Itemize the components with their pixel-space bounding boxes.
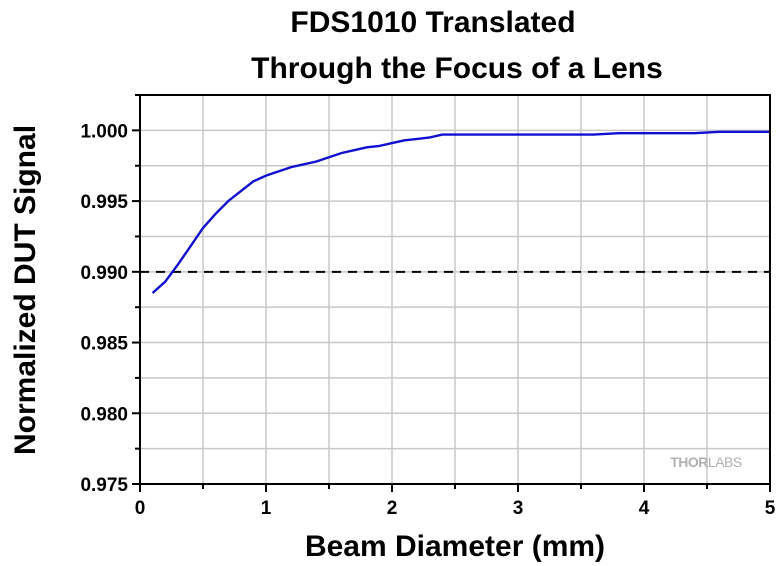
y-tick-label: 0.975 [80,475,128,496]
y-tick-label: 0.995 [80,192,128,213]
y-tick-label: 1.000 [80,121,128,142]
x-tick-label: 4 [639,498,650,519]
x-tick-label: 2 [387,498,398,519]
x-tick-label: 3 [513,498,524,519]
x-axis-label: Beam Diameter (mm) [305,530,605,563]
x-tick-label: 5 [765,498,776,519]
x-tick-label: 0 [135,498,146,519]
watermark-brand-left: THOR [670,454,708,470]
thorlabs-watermark: THORLABS [670,454,742,470]
chart-title-line-1: FDS1010 Translated [290,6,575,39]
y-tick-label: 0.990 [80,263,128,284]
y-tick-label: 0.985 [80,334,128,355]
axis-ticks [132,94,771,492]
y-axis-label: Normalized DUT Signal [9,125,42,455]
watermark-brand-right: LABS [708,454,742,470]
tick-labels: 0 1 2 3 4 5 0.975 0.980 0.985 0.990 0.995 1.000 [80,121,775,519]
series-line [151,130,770,294]
chart-title-line-2: Through the Focus of a Lens [251,52,663,85]
x-tick-label: 1 [261,498,272,519]
y-tick-label: 0.980 [80,404,128,425]
grid [140,95,770,484]
